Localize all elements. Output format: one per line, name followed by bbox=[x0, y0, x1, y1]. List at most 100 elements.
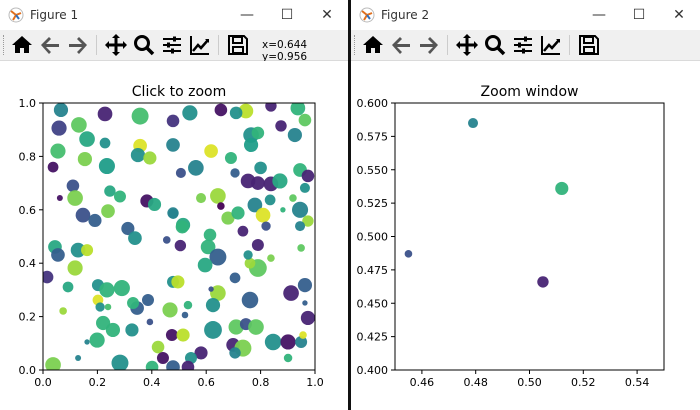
data-point bbox=[50, 143, 66, 159]
title-bar[interactable]: Figure 2 — ☐ ✕ bbox=[351, 0, 700, 30]
data-point bbox=[56, 195, 63, 202]
edit-axis-icon bbox=[541, 36, 560, 55]
data-point bbox=[298, 113, 312, 127]
data-point bbox=[251, 176, 265, 190]
y-tick-label: 0.2 bbox=[19, 311, 37, 324]
y-tick-label: 0.0 bbox=[19, 364, 37, 377]
forward-button[interactable] bbox=[66, 33, 90, 57]
edit-axis-button[interactable] bbox=[188, 33, 212, 57]
forward-button[interactable] bbox=[417, 33, 441, 57]
forward-icon bbox=[69, 37, 87, 54]
figure-canvas[interactable]: Click to zoom 0.0 0.2 0.4 0.6 0.8 1.0 0.0 0.2 0.4… bbox=[0, 61, 348, 410]
data-point bbox=[162, 236, 171, 244]
data-point bbox=[176, 328, 190, 342]
data-point bbox=[205, 298, 221, 313]
data-point bbox=[287, 127, 302, 143]
x-tick-label: 0.54 bbox=[625, 376, 650, 389]
configure-subplots-button[interactable] bbox=[160, 33, 184, 57]
minimize-button[interactable]: — bbox=[592, 7, 606, 23]
data-point bbox=[166, 114, 180, 128]
data-point bbox=[143, 151, 157, 165]
data-point bbox=[96, 315, 111, 331]
configure-subplots-button[interactable] bbox=[511, 33, 535, 57]
configure-subplots-icon bbox=[163, 36, 181, 54]
data-point bbox=[99, 137, 111, 149]
x-tick-label: 0.52 bbox=[571, 376, 596, 389]
home-icon bbox=[363, 36, 383, 53]
data-point bbox=[255, 207, 271, 223]
data-point bbox=[299, 331, 307, 339]
maximize-button[interactable]: ☐ bbox=[280, 7, 294, 23]
data-point bbox=[229, 347, 241, 359]
figure-2-window: Figure 2 — ☐ ✕ Zoom window 0.46 0.48 0.50 0.… bbox=[351, 0, 700, 410]
data-point bbox=[99, 282, 115, 298]
data-point bbox=[210, 188, 226, 204]
data-point bbox=[197, 257, 213, 273]
back-button[interactable] bbox=[389, 33, 413, 57]
home-button[interactable] bbox=[10, 33, 34, 57]
data-point bbox=[141, 294, 154, 307]
data-point bbox=[297, 244, 305, 252]
back-button[interactable] bbox=[38, 33, 62, 57]
data-point bbox=[188, 160, 204, 176]
data-point bbox=[290, 100, 306, 116]
data-point bbox=[204, 321, 222, 339]
data-point bbox=[537, 276, 549, 288]
data-point bbox=[209, 248, 227, 266]
data-point bbox=[204, 144, 218, 158]
data-point bbox=[104, 185, 116, 197]
data-point bbox=[251, 239, 264, 252]
data-point bbox=[89, 332, 105, 348]
maximize-button[interactable]: ☐ bbox=[632, 7, 646, 23]
window-title: Figure 1 bbox=[30, 8, 79, 22]
save-button[interactable] bbox=[226, 33, 250, 57]
toolbar-separator bbox=[447, 35, 448, 55]
data-point bbox=[104, 303, 112, 311]
data-point bbox=[231, 206, 245, 220]
save-icon bbox=[579, 35, 599, 55]
x-tick-label: 0.8 bbox=[252, 376, 270, 389]
data-point bbox=[147, 197, 162, 212]
axes-frame bbox=[42, 102, 316, 371]
x-tick-label: 0.50 bbox=[517, 376, 542, 389]
x-tick-label: 0.46 bbox=[410, 376, 435, 389]
minimize-button[interactable]: — bbox=[240, 7, 254, 23]
pan-button[interactable] bbox=[104, 33, 128, 57]
data-point bbox=[467, 118, 479, 129]
data-point bbox=[174, 239, 187, 252]
zoom-button[interactable] bbox=[132, 33, 156, 57]
x-tick-label: 1.0 bbox=[306, 376, 324, 389]
toolbar-grip[interactable] bbox=[354, 35, 357, 55]
close-button[interactable]: ✕ bbox=[321, 7, 333, 23]
y-tick-label: 0.6 bbox=[19, 204, 37, 217]
axes-margin bbox=[0, 61, 348, 103]
zoom-icon bbox=[134, 35, 155, 56]
back-icon bbox=[392, 37, 410, 54]
y-tick-label: 0.500 bbox=[357, 231, 389, 244]
zoom-button[interactable] bbox=[483, 33, 507, 57]
home-button[interactable] bbox=[361, 33, 385, 57]
title-bar[interactable]: Figure 1 — ☐ ✕ bbox=[0, 0, 348, 30]
axes-margin bbox=[351, 61, 699, 103]
close-button[interactable]: ✕ bbox=[673, 7, 685, 23]
edit-axis-button[interactable] bbox=[539, 33, 563, 57]
figure-canvas[interactable]: Zoom window 0.46 0.48 0.50 0.52 0.54 0.400 0.42… bbox=[351, 61, 699, 410]
toolbar-grip[interactable] bbox=[3, 35, 6, 55]
data-point bbox=[272, 173, 288, 189]
axes-margin bbox=[0, 370, 348, 410]
data-point bbox=[229, 106, 243, 120]
data-point bbox=[146, 318, 154, 326]
data-point bbox=[111, 354, 129, 372]
edit-axis-icon bbox=[190, 36, 209, 55]
data-point bbox=[404, 250, 413, 258]
chart-title: Click to zoom bbox=[132, 84, 226, 100]
data-point bbox=[280, 334, 296, 350]
pan-button[interactable] bbox=[455, 33, 479, 57]
navigation-toolbar: x=0.644 y=0.956 bbox=[0, 30, 348, 63]
save-button[interactable] bbox=[577, 33, 601, 57]
data-point bbox=[175, 167, 186, 178]
data-point bbox=[297, 277, 313, 293]
data-point bbox=[105, 322, 121, 338]
data-point bbox=[210, 285, 226, 301]
data-point bbox=[51, 120, 67, 136]
